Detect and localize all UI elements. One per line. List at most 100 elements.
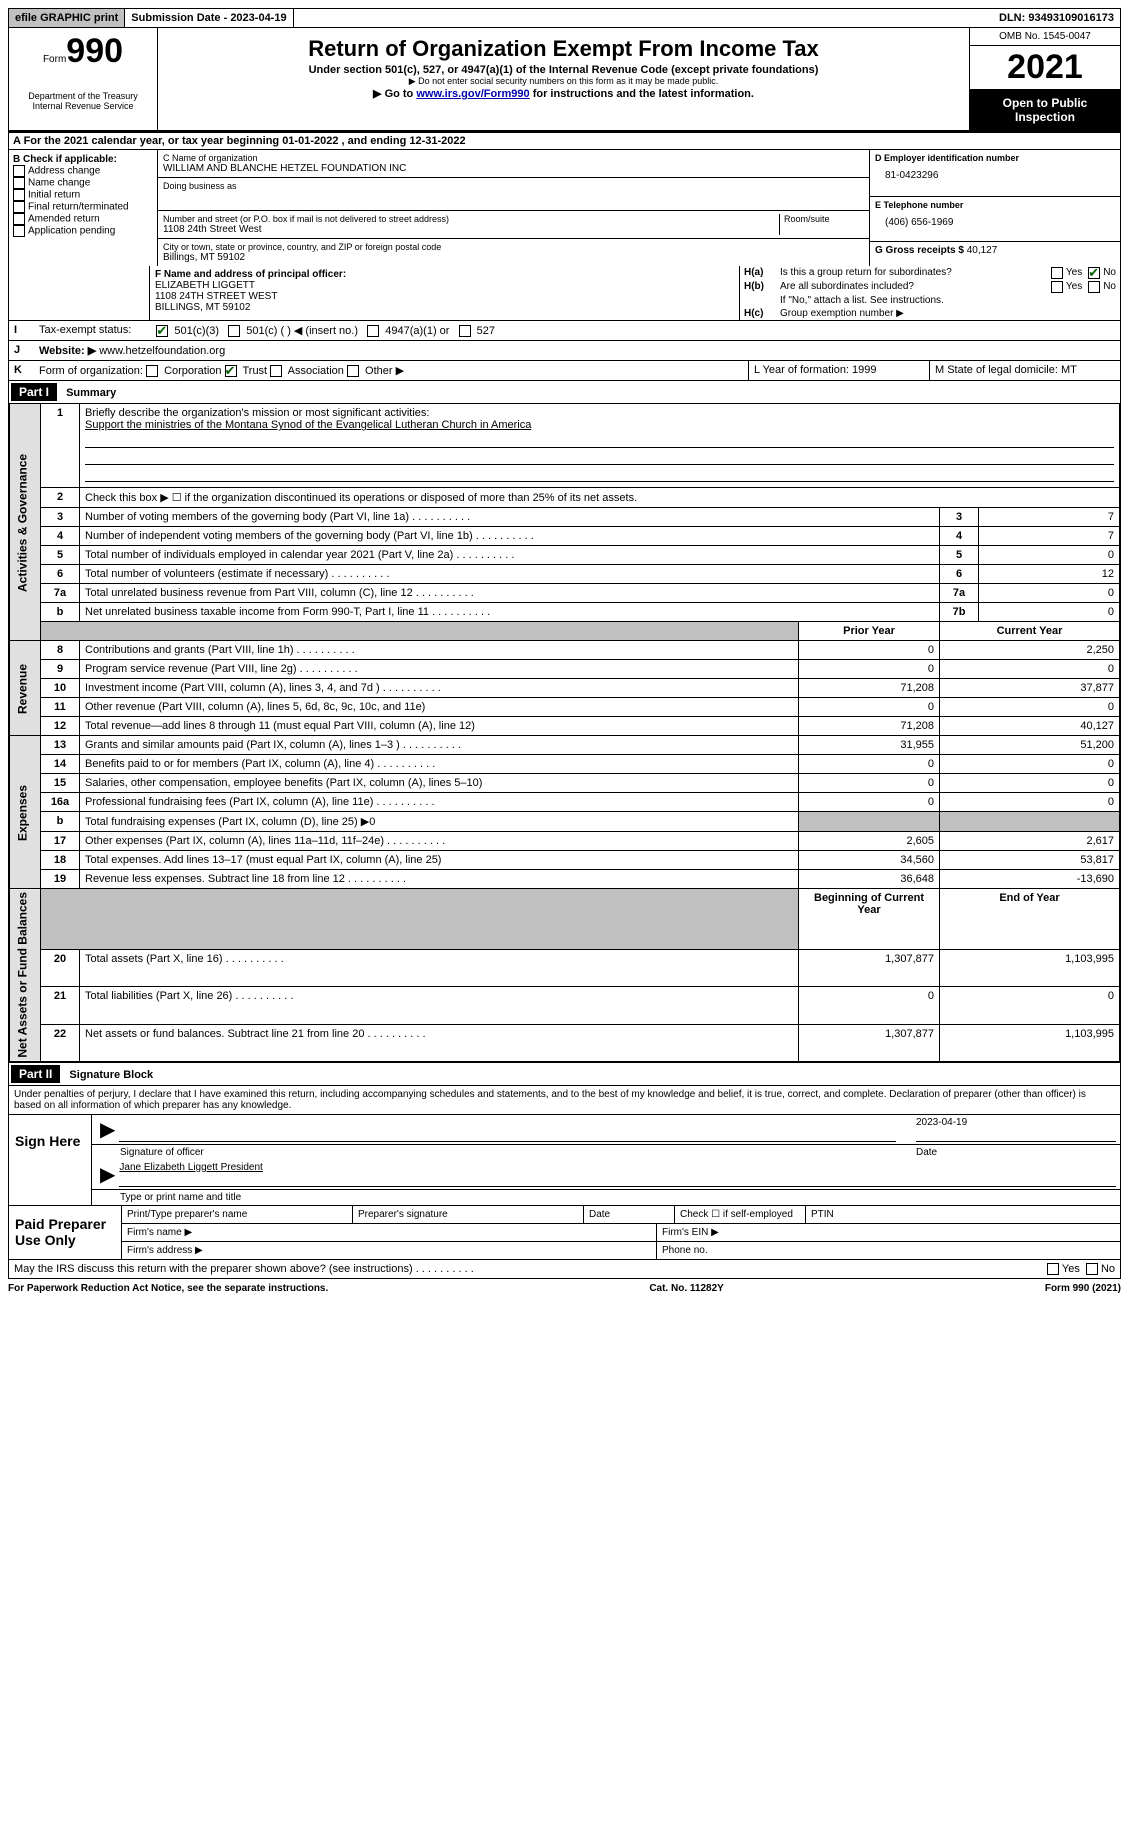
form-number: 990 <box>66 32 123 70</box>
l17-c: 2,617 <box>940 832 1120 851</box>
l17-t: Other expenses (Part IX, column (A), lin… <box>85 835 445 847</box>
summary-table: Activities & Governance 1 Briefly descri… <box>9 403 1120 1062</box>
form-subtitle-1: Under section 501(c), 527, or 4947(a)(1)… <box>164 64 963 76</box>
l21-c: 0 <box>940 987 1120 1024</box>
l10-c: 37,877 <box>940 679 1120 698</box>
l11-t: Other revenue (Part VIII, column (A), li… <box>80 698 799 717</box>
check-opt-3: Final return/terminated <box>28 202 129 213</box>
ha-no[interactable] <box>1088 267 1100 279</box>
form-title: Return of Organization Exempt From Incom… <box>164 36 963 62</box>
goto-pre: ▶ Go to <box>373 88 416 100</box>
state-domicile: M State of legal domicile: MT <box>929 361 1120 380</box>
prep-h3: Date <box>584 1206 675 1223</box>
phone-value: (406) 656-1969 <box>875 211 1115 234</box>
officer-label: F Name and address of principal officer: <box>155 269 346 280</box>
footer-right: Form 990 (2021) <box>1045 1283 1121 1294</box>
l12-t: Total revenue—add lines 8 through 11 (mu… <box>80 717 799 736</box>
side-netassets: Net Assets or Fund Balances <box>10 889 41 1062</box>
ha-yes[interactable] <box>1051 267 1063 279</box>
part2-title: Signature Block <box>63 1069 153 1081</box>
form-subtitle-2: ▶ Do not enter social security numbers o… <box>164 76 963 87</box>
check-501c3[interactable] <box>156 325 168 337</box>
preparer-block: Paid Preparer Use Only Print/Type prepar… <box>8 1206 1121 1260</box>
tax-year: 2021 <box>970 46 1120 90</box>
side-revenue: Revenue <box>10 641 41 736</box>
line7a-text: Total unrelated business revenue from Pa… <box>85 587 474 599</box>
l10-p: 71,208 <box>799 679 940 698</box>
officer-ha-block: F Name and address of principal officer:… <box>8 266 1121 321</box>
date-label: Date <box>916 1147 1116 1158</box>
l22-c: 1,103,995 <box>940 1024 1120 1061</box>
line3-key: 3 <box>940 508 979 527</box>
discuss-no[interactable] <box>1086 1263 1098 1275</box>
footer: For Paperwork Reduction Act Notice, see … <box>8 1279 1121 1298</box>
perjury-text: Under penalties of perjury, I declare th… <box>8 1086 1121 1115</box>
prep-h1: Print/Type preparer's name <box>122 1206 353 1223</box>
check-name-change[interactable] <box>13 177 25 189</box>
gross-label: G Gross receipts $ <box>875 245 964 256</box>
hb-yes[interactable] <box>1051 281 1063 293</box>
line4-text: Number of independent voting members of … <box>85 530 534 542</box>
l13-c: 51,200 <box>940 736 1120 755</box>
opt-assoc: Association <box>288 365 344 377</box>
line5-key: 5 <box>940 546 979 565</box>
check-initial-return[interactable] <box>13 189 25 201</box>
side-expenses: Expenses <box>10 736 41 889</box>
check-501c[interactable] <box>228 325 240 337</box>
footer-center: Cat. No. 11282Y <box>649 1283 723 1294</box>
l8-t: Contributions and grants (Part VIII, lin… <box>85 644 355 656</box>
line3-text: Number of voting members of the governin… <box>85 511 470 523</box>
check-trust[interactable] <box>225 365 237 377</box>
firm-name-label: Firm's name ▶ <box>122 1224 657 1241</box>
form-header: Form990 Department of the Treasury Inter… <box>8 28 1121 131</box>
prep-h2: Preparer's signature <box>353 1206 584 1223</box>
side-activities: Activities & Governance <box>10 404 41 641</box>
org-info: C Name of organization WILLIAM AND BLANC… <box>158 150 869 266</box>
line7b-text: Net unrelated business taxable income fr… <box>85 606 490 618</box>
l16a-p: 0 <box>799 793 940 812</box>
firm-phone-label: Phone no. <box>657 1242 1120 1259</box>
firm-ein-label: Firm's EIN ▶ <box>657 1224 1120 1241</box>
check-header: B Check if applicable: <box>13 154 117 165</box>
open-public-badge: Open to Public Inspection <box>970 90 1120 130</box>
check-applicable: B Check if applicable: Address change Na… <box>9 150 158 266</box>
irs-link[interactable]: www.irs.gov/Form990 <box>416 88 529 100</box>
org-city: Billings, MT 59102 <box>163 252 864 263</box>
part1-container: Part I Summary Activities & Governance 1… <box>8 381 1121 1063</box>
efile-print-button[interactable]: efile GRAPHIC print <box>9 9 125 27</box>
check-assoc[interactable] <box>270 365 282 377</box>
form-identifier: Form990 Department of the Treasury Inter… <box>9 28 158 130</box>
l18-p: 34,560 <box>799 851 940 870</box>
part1-label: Part I <box>11 383 57 401</box>
l15-c: 0 <box>940 774 1120 793</box>
check-application-pending[interactable] <box>13 225 25 237</box>
org-right-info: D Employer identification number 81-0423… <box>869 150 1120 266</box>
hc-text: Group exemption number ▶ <box>780 308 904 319</box>
discuss-yes[interactable] <box>1047 1263 1059 1275</box>
check-corp[interactable] <box>146 365 158 377</box>
check-final-return[interactable] <box>13 201 25 213</box>
discuss-row: May the IRS discuss this return with the… <box>8 1260 1121 1279</box>
check-other[interactable] <box>347 365 359 377</box>
col-prior: Prior Year <box>799 622 940 641</box>
line6-key: 6 <box>940 565 979 584</box>
goto-post: for instructions and the latest informat… <box>530 88 754 100</box>
sign-date: 2023-04-19 <box>916 1117 1116 1142</box>
check-address-change[interactable] <box>13 165 25 177</box>
l20-c: 1,103,995 <box>940 949 1120 986</box>
l14-t: Benefits paid to or for members (Part IX… <box>85 758 435 770</box>
l20-p: 1,307,877 <box>799 949 940 986</box>
line4-val: 7 <box>979 527 1120 546</box>
check-527[interactable] <box>459 325 471 337</box>
check-4947[interactable] <box>367 325 379 337</box>
hb-note: If "No," attach a list. See instructions… <box>740 294 1120 307</box>
l9-c: 0 <box>940 660 1120 679</box>
q1-text: Briefly describe the organization's miss… <box>85 407 429 419</box>
opt-trust: Trust <box>242 365 267 377</box>
officer-name: ELIZABETH LIGGETT <box>155 280 255 291</box>
ein-value: 81-0423296 <box>875 164 1115 187</box>
sig-of-label: Signature of officer <box>120 1147 916 1158</box>
check-amended[interactable] <box>13 213 25 225</box>
hb-no[interactable] <box>1088 281 1100 293</box>
col-current: Current Year <box>940 622 1120 641</box>
